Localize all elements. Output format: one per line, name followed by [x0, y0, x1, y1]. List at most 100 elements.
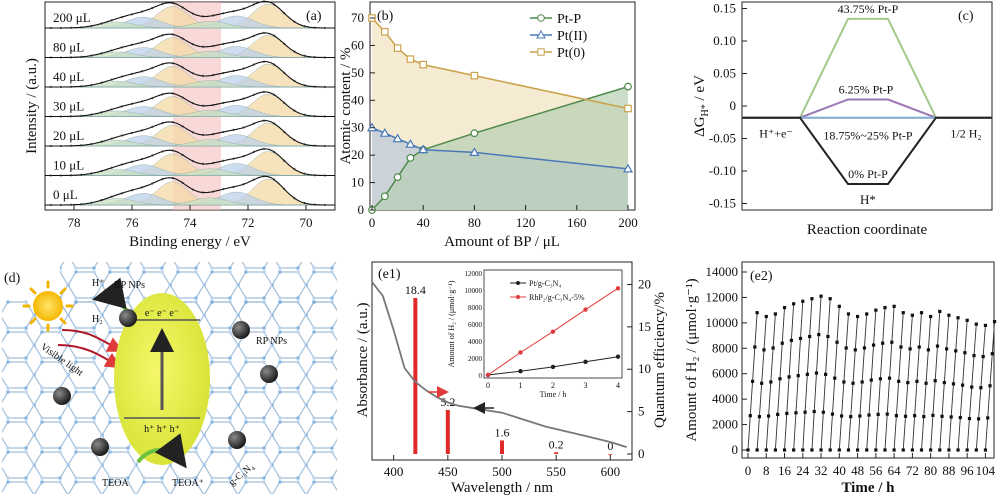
e2-data-point — [762, 348, 766, 352]
b-data-point — [381, 27, 389, 36]
teoa-label: TEOA — [102, 478, 129, 489]
b-legend-label: Pt-P — [557, 12, 581, 27]
a-data-point — [181, 181, 184, 185]
e2-y-tick-label: 4000 — [712, 391, 738, 406]
a-data-point — [140, 100, 144, 103]
b-y-tick-label: 50 — [351, 65, 364, 80]
a-data-point — [100, 52, 103, 55]
e2-data-point — [910, 448, 914, 452]
a-data-point — [69, 203, 73, 206]
e2-data-point — [853, 348, 857, 352]
c-series-label: 6.25% Pt-P — [839, 83, 894, 97]
a-data-point — [69, 115, 73, 118]
e2-data-point — [778, 377, 782, 381]
a-data-point — [171, 62, 174, 65]
a-data-point — [222, 187, 225, 191]
a-data-point — [283, 187, 286, 191]
e1-absorbance-curve — [371, 281, 627, 448]
a-data-point — [59, 174, 63, 177]
e2-data-point — [750, 379, 755, 383]
a-data-point — [283, 71, 286, 75]
b-data-point — [624, 104, 632, 113]
a-data-point — [242, 155, 245, 158]
a-data-point — [171, 149, 174, 152]
panel-e1-x-label: Wavelength / nm — [451, 480, 553, 496]
a-data-point — [293, 138, 296, 142]
a-data-point — [100, 140, 103, 143]
a-data-point — [303, 84, 306, 87]
e2-y-tick-label: 12000 — [706, 289, 739, 304]
a-data-point — [252, 150, 255, 154]
c-y-tick-label: 0.10 — [713, 33, 736, 48]
e2-data-point — [812, 409, 816, 414]
a-data-point — [181, 125, 184, 128]
b-legend-marker — [537, 48, 545, 56]
e2-data-point — [929, 448, 933, 452]
c-state-final: 1/2 H₂ — [950, 127, 981, 141]
a-data-point — [252, 178, 255, 181]
a-data-point — [90, 172, 93, 175]
a-data-point — [222, 42, 225, 46]
a-spectrum-line — [45, 175, 335, 206]
panel-b-ticks: 0 40 80 120 160 200 0 10 20 30 40 50 60 70 — [351, 10, 638, 230]
a-x-tick-label: 72 — [242, 215, 255, 230]
a-data-point — [69, 174, 73, 177]
e2-data-point — [842, 380, 846, 384]
e1-inset-x-tick-label: 0 — [486, 381, 490, 390]
a-data-point — [120, 46, 123, 49]
a-data-point — [151, 37, 154, 41]
e2-data-point — [963, 351, 967, 355]
a-data-point — [252, 3, 255, 6]
a-data-point — [191, 43, 195, 46]
a-data-point — [49, 85, 52, 89]
a-data-point — [110, 195, 113, 198]
e2-data-point — [846, 312, 851, 316]
a-spectrum-line — [45, 120, 335, 147]
e1-inset-legend-label: RhP₂/g-C₃N₄-5% — [529, 293, 585, 302]
a-data-point — [201, 191, 205, 194]
e2-data-point — [776, 412, 780, 416]
e2-data-point — [949, 415, 953, 419]
e1-inset-point — [550, 364, 556, 370]
e2-data-point — [933, 379, 937, 383]
panel-a-x-ticks: 78 76 74 72 70 — [68, 205, 313, 230]
a-data-point — [191, 131, 195, 134]
e2-data-point — [878, 377, 883, 381]
e2-data-point — [789, 338, 793, 342]
a-data-point — [120, 105, 123, 108]
e1-inset-point — [518, 350, 523, 355]
panel-c: 43.75% Pt-P 6.25% Pt-P 18.75%~25% Pt-P 0% P… — [692, 1, 993, 238]
e2-data-point — [865, 312, 869, 316]
b-area-fill — [372, 86, 628, 210]
a-component-fill — [45, 197, 335, 206]
a-data-point — [242, 183, 245, 186]
e1-qe-bar — [608, 454, 613, 455]
a-data-point — [232, 128, 235, 132]
e1-inset-y-tick-label: 12000 — [465, 270, 483, 278]
a-spectrum-line — [45, 61, 335, 88]
h-plus-label: H⁺ — [92, 278, 105, 289]
panel-c-y-label-unit: / eV — [692, 75, 708, 104]
e2-data-point — [910, 313, 914, 317]
a-data-point — [272, 3, 276, 6]
e2-data-point — [757, 415, 762, 419]
a-data-point — [181, 96, 184, 99]
e1-y-tick-label-right: 20 — [638, 276, 651, 291]
a-data-point — [100, 198, 103, 202]
e2-data-point — [965, 318, 969, 322]
a-data-point — [69, 144, 73, 147]
a-data-point — [303, 113, 306, 116]
e2-data-point — [917, 345, 921, 349]
e1-x-tick-label: 450 — [438, 464, 458, 479]
a-series-label: 30 μL — [53, 99, 84, 114]
c-y-tick-label: -0.15 — [709, 196, 736, 211]
a-data-point — [323, 144, 326, 148]
e2-x-tick-label: 40 — [833, 463, 846, 478]
a-data-point — [49, 144, 52, 148]
e1-inset-y-tick-label: 10000 — [465, 287, 483, 295]
a-data-point — [110, 166, 113, 169]
e1-inset-x-tick-label: 4 — [616, 381, 620, 390]
e1-inset-y-tick-label: 8000 — [468, 304, 483, 312]
